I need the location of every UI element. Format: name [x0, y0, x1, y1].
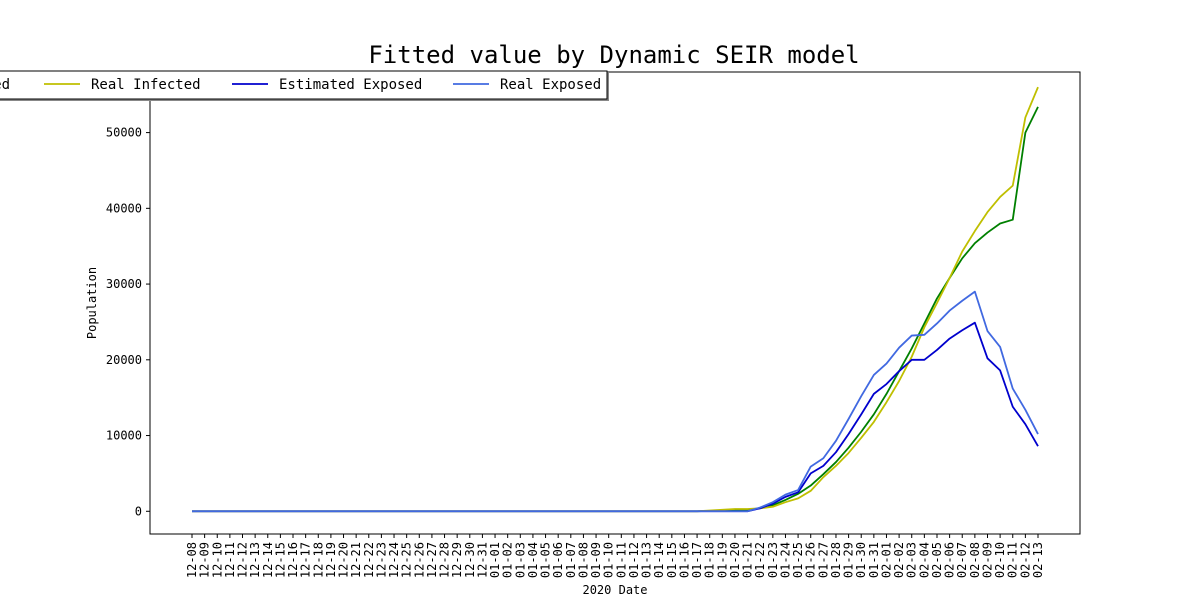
- x-tick-label: 01-18: [703, 542, 717, 578]
- legend-label-estimated-infected: ed: [0, 77, 10, 93]
- x-tick-label: 01-20: [728, 542, 742, 578]
- x-tick-label: 02-12: [1018, 542, 1032, 578]
- x-tick-label: 01-30: [854, 542, 868, 578]
- x-tick-label: 02-05: [930, 542, 944, 578]
- series-line-estimated-infected: [192, 106, 1039, 513]
- x-tick-label: 12-10: [210, 542, 224, 578]
- y-tick-label: 40000: [106, 201, 142, 215]
- x-tick-label: 12-31: [475, 542, 489, 578]
- y-axis-label: Population: [85, 267, 99, 339]
- x-tick-label: 12-17: [299, 542, 313, 578]
- legend: ed Real Infected Estimated Exposed Real Exp…: [0, 70, 609, 101]
- x-tick-label: 02-07: [955, 542, 969, 578]
- x-tick-label: 01-16: [677, 542, 691, 578]
- x-tick-label: 02-13: [1031, 542, 1045, 578]
- x-tick-label: 01-14: [652, 542, 666, 578]
- x-tick-label: 01-27: [816, 542, 830, 578]
- x-tick-label: 01-01: [488, 542, 502, 578]
- legend-label-estimated-exposed: Estimated Exposed: [279, 77, 422, 93]
- x-tick-label: 12-21: [349, 542, 363, 578]
- x-tick-label: 12-08: [185, 542, 199, 578]
- x-tick-label: 12-28: [438, 542, 452, 578]
- x-axis-label: 2020 Date: [582, 583, 647, 597]
- x-tick-label: 12-09: [198, 542, 212, 578]
- x-tick-label: 12-25: [400, 542, 414, 578]
- y-tick-label: 10000: [106, 429, 142, 443]
- y-tick-label: 50000: [106, 126, 142, 140]
- y-tick-label: 20000: [106, 353, 142, 367]
- x-tick-label: 02-06: [943, 542, 957, 578]
- x-tick-label: 01-07: [564, 542, 578, 578]
- x-tick-label: 01-05: [539, 542, 553, 578]
- series-line-real-infected: [192, 86, 1039, 513]
- x-tick-label: 01-12: [627, 542, 641, 578]
- x-tick-label: 01-03: [513, 542, 527, 578]
- x-tick-label: 02-09: [980, 542, 994, 578]
- x-tick-label: 01-08: [576, 542, 590, 578]
- x-tick-label: 12-12: [236, 542, 250, 578]
- legend-entries: ed Real Infected Estimated Exposed Real Exp…: [0, 77, 601, 93]
- x-tick-label: 02-08: [968, 542, 982, 578]
- x-tick-label: 01-04: [526, 542, 540, 578]
- x-tick-label: 01-23: [766, 542, 780, 578]
- x-tick-label: 01-28: [829, 542, 843, 578]
- y-tick-label: 0: [135, 504, 142, 518]
- legend-box: [0, 70, 608, 100]
- legend-label-real-exposed: Real Exposed: [500, 77, 601, 93]
- x-tick-label: 01-25: [791, 542, 805, 578]
- plot-area: [149, 71, 1081, 535]
- series-line-real-exposed: [192, 290, 1039, 513]
- x-tick-label: 12-29: [450, 542, 464, 578]
- x-tick-label: 12-15: [273, 542, 287, 578]
- x-tick-label: 12-19: [324, 542, 338, 578]
- x-tick-label: 12-20: [337, 542, 351, 578]
- x-tick-label: 01-11: [614, 542, 628, 578]
- x-tick-label: 02-02: [892, 542, 906, 578]
- x-tick-label: 01-24: [778, 542, 792, 578]
- x-tick-label: 01-13: [640, 542, 654, 578]
- chart-title: Fitted value by Dynamic SEIR model: [368, 41, 859, 69]
- x-tick-label: 12-30: [463, 542, 477, 578]
- x-tick-label: 01-19: [715, 542, 729, 578]
- x-tick-label: 12-11: [223, 542, 237, 578]
- x-axis: 12-0812-0912-1012-1112-1212-1312-1412-15…: [185, 534, 1045, 578]
- x-tick-label: 01-17: [690, 542, 704, 578]
- x-tick-label: 02-03: [905, 542, 919, 578]
- x-tick-label: 12-26: [412, 542, 426, 578]
- x-tick-label: 01-02: [501, 542, 515, 578]
- x-tick-label: 12-27: [425, 542, 439, 578]
- x-tick-label: 12-24: [387, 542, 401, 578]
- x-tick-label: 01-26: [804, 542, 818, 578]
- x-tick-label: 01-21: [741, 542, 755, 578]
- x-tick-label: 02-11: [1006, 542, 1020, 578]
- x-tick-label: 02-01: [879, 542, 893, 578]
- y-axis: 0 10000 20000 30000 40000 50000: [106, 126, 150, 518]
- x-tick-label: 01-31: [867, 542, 881, 578]
- plot-frame: [149, 71, 1081, 535]
- x-tick-label: 12-13: [248, 542, 262, 578]
- x-tick-label: 02-10: [993, 542, 1007, 578]
- legend-label-real-infected: Real Infected: [91, 77, 201, 93]
- x-tick-label: 12-16: [286, 542, 300, 578]
- series-layer: [192, 86, 1039, 513]
- x-tick-label: 01-06: [551, 542, 565, 578]
- y-tick-label: 30000: [106, 277, 142, 291]
- x-tick-label: 12-23: [374, 542, 388, 578]
- x-tick-label: 12-18: [311, 542, 325, 578]
- x-tick-label: 01-09: [589, 542, 603, 578]
- x-tick-label: 01-15: [665, 542, 679, 578]
- x-tick-label: 12-22: [362, 542, 376, 578]
- x-tick-label: 12-14: [261, 542, 275, 578]
- x-tick-label: 01-29: [842, 542, 856, 578]
- x-tick-label: 01-22: [753, 542, 767, 578]
- x-tick-label: 02-04: [917, 542, 931, 578]
- x-tick-label: 01-10: [602, 542, 616, 578]
